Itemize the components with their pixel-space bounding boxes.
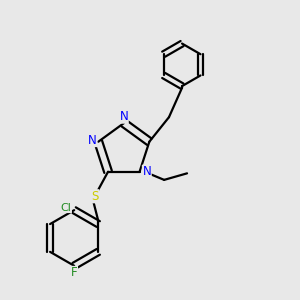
Text: N: N xyxy=(119,110,128,123)
Text: N: N xyxy=(142,165,151,178)
Text: Cl: Cl xyxy=(61,202,71,212)
Text: S: S xyxy=(91,190,99,203)
Text: F: F xyxy=(71,266,77,280)
Text: N: N xyxy=(88,134,97,147)
